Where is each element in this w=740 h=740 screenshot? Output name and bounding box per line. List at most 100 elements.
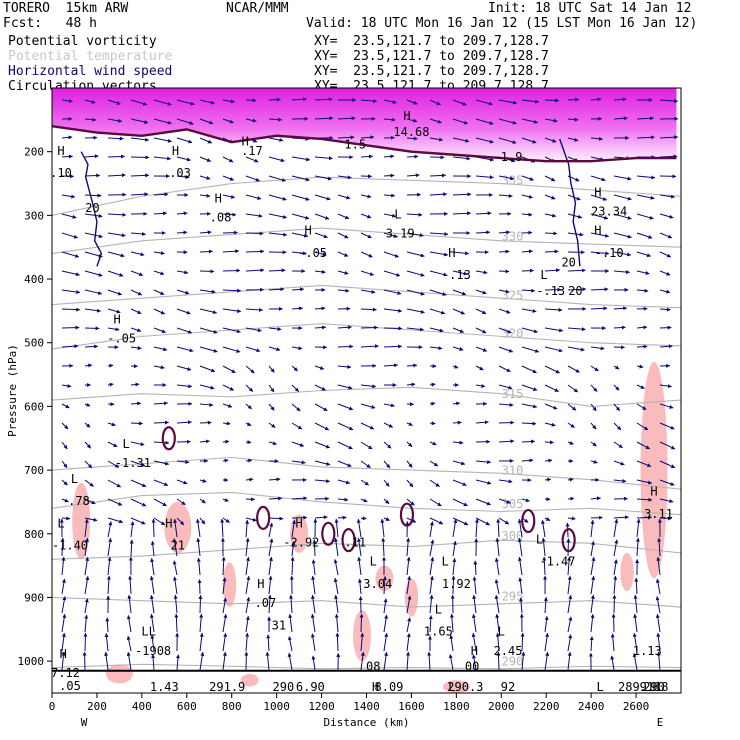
vector-30 <box>107 118 123 123</box>
vector-2 <box>84 99 96 104</box>
vector-439 <box>199 402 214 407</box>
vector-162 <box>659 194 675 199</box>
vector-397 <box>475 365 484 371</box>
vector-822 <box>311 655 316 671</box>
isentrope-label-290: 290 <box>502 655 524 669</box>
vector-208 <box>475 230 491 235</box>
vector-645 <box>590 519 595 538</box>
field-label-29: L <box>123 437 130 451</box>
vector-173 <box>291 213 310 220</box>
vector-60 <box>176 137 193 144</box>
vector-50 <box>567 117 579 122</box>
field-label-41: 3.04 <box>363 577 392 591</box>
field-label-55: LL <box>141 625 155 639</box>
vector-829 <box>472 654 477 671</box>
vector-75 <box>521 137 537 144</box>
isentrope-320 <box>52 323 681 350</box>
init-time: Init: 18 UTC Sat 14 Jan 12 <box>488 1 692 16</box>
vector-785 <box>83 632 88 652</box>
vector-751 <box>543 596 548 614</box>
vector-720 <box>451 575 456 595</box>
vector-131 <box>567 175 580 182</box>
field-label-18: -.13 <box>442 268 471 282</box>
vector-390 <box>314 365 325 370</box>
vector-695 <box>494 557 500 576</box>
vector-605 <box>291 515 308 520</box>
field-label-30: -1.31 <box>115 456 151 470</box>
vector-414 <box>245 384 254 392</box>
vector-651 <box>107 537 113 557</box>
vector-225 <box>245 249 265 254</box>
vector-351 <box>659 325 672 330</box>
vector-360 <box>245 346 261 353</box>
vector-489 <box>107 441 118 448</box>
vector-172 <box>268 213 288 219</box>
vector-223 <box>199 249 213 254</box>
vector-798 <box>383 632 389 652</box>
vector-155 <box>498 193 513 198</box>
vector-462 <box>107 422 116 427</box>
vector-697 <box>542 556 547 576</box>
vector-756 <box>655 596 661 614</box>
vector-443 <box>291 403 301 412</box>
vector-532 <box>475 460 492 465</box>
field-label-19: H <box>594 185 601 199</box>
vector-83 <box>84 154 99 159</box>
x-tick-label-1600: 1600 <box>398 700 425 713</box>
vector-260 <box>429 270 448 277</box>
vector-517 <box>130 460 146 467</box>
vector-185 <box>567 213 583 219</box>
vector-406 <box>61 383 72 388</box>
vector-440 <box>222 403 233 408</box>
field-label-14: H <box>304 223 311 237</box>
vector-680 <box>150 557 155 576</box>
vector-5 <box>153 99 172 106</box>
field-label-43: 1.92 <box>442 577 471 591</box>
vector-257 <box>360 270 375 276</box>
vector-353 <box>84 344 99 349</box>
vector-394 <box>406 363 418 368</box>
vector-736 <box>198 594 203 614</box>
vector-804 <box>520 632 525 652</box>
vector-581 <box>360 498 368 503</box>
vector-184 <box>544 213 557 218</box>
vector-6 <box>176 99 195 106</box>
vector-639 <box>452 518 458 538</box>
vector-427 <box>544 384 559 392</box>
pv-blob-3 <box>341 528 356 553</box>
vector-425 <box>498 384 513 390</box>
model-title: TORERO 15km ARW <box>3 1 129 16</box>
vector-635 <box>356 518 362 538</box>
vector-674 <box>635 537 640 557</box>
vector-527 <box>360 460 371 469</box>
vector-428 <box>567 384 579 393</box>
vector-352 <box>61 344 79 349</box>
vector-514 <box>61 460 68 468</box>
vector-468 <box>245 422 252 427</box>
field-label-68: 92 <box>501 680 515 694</box>
vector-607 <box>337 515 347 520</box>
isentrope-label-325: 325 <box>502 288 524 302</box>
vector-672 <box>590 540 595 557</box>
field-label-51: L <box>435 602 442 616</box>
field-label-71: 9.18 <box>640 680 669 694</box>
field-label-15: -.05 <box>298 246 327 260</box>
field-label-9: 1.5 <box>344 138 366 152</box>
x-tick-label-2600: 2600 <box>623 700 650 713</box>
vector-686 <box>290 556 295 576</box>
vector-11 <box>291 97 307 102</box>
vector-261 <box>452 270 468 276</box>
vector-404 <box>636 364 644 369</box>
vector-491 <box>153 440 170 445</box>
vector-333 <box>245 327 262 333</box>
vector-729 <box>655 578 661 595</box>
vector-377 <box>636 344 648 349</box>
vector-723 <box>518 577 523 595</box>
field-label-32: .78 <box>68 494 90 508</box>
vector-807 <box>589 636 594 652</box>
pv-shading <box>52 88 677 162</box>
vector-14 <box>360 99 378 104</box>
vector-506 <box>498 439 515 444</box>
vector-477 <box>452 420 462 425</box>
